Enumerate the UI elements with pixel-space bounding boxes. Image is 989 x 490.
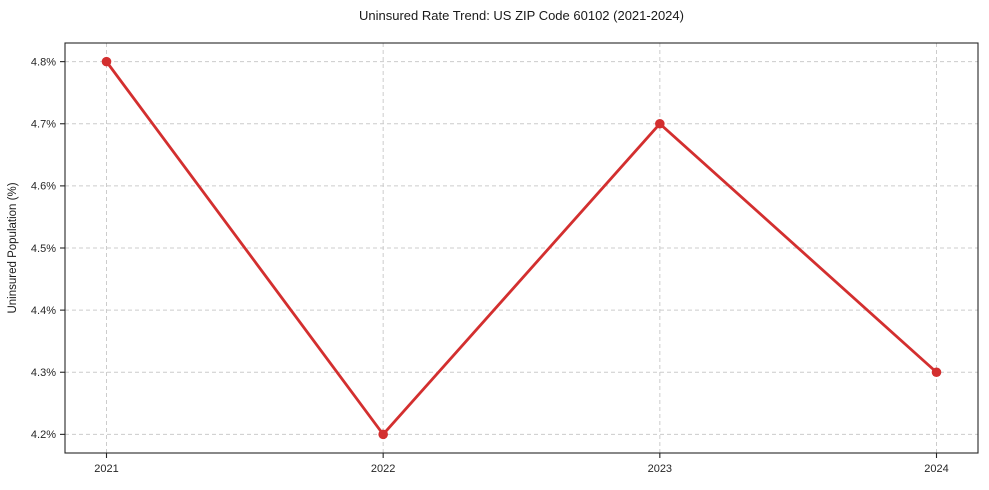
y-tick-label: 4.4%: [31, 305, 56, 317]
y-tick-label: 4.2%: [31, 429, 56, 441]
data-point-2024: [931, 367, 942, 378]
data-point-2023: [655, 118, 665, 129]
y-tick-label: 4.6%: [31, 181, 56, 193]
trend-line: [105, 60, 938, 436]
y-tick-label: 4.7%: [31, 119, 56, 131]
chart-title: Uninsured Rate Trend: US ZIP Code 60102 …: [359, 8, 684, 23]
x-tick-label: 2022: [371, 463, 395, 475]
x-tick-label: 2024: [924, 463, 948, 475]
x-tick-label: 2023: [648, 463, 672, 475]
y-tick-label: 4.5%: [31, 243, 56, 255]
data-point-2022: [378, 429, 388, 440]
data-point-2021: [101, 56, 112, 67]
x-tick-label: 2021: [94, 463, 118, 475]
y-tick-label: 4.8%: [31, 56, 56, 68]
plot-border: [64, 42, 979, 454]
y-tick-label: 4.3%: [31, 367, 56, 379]
